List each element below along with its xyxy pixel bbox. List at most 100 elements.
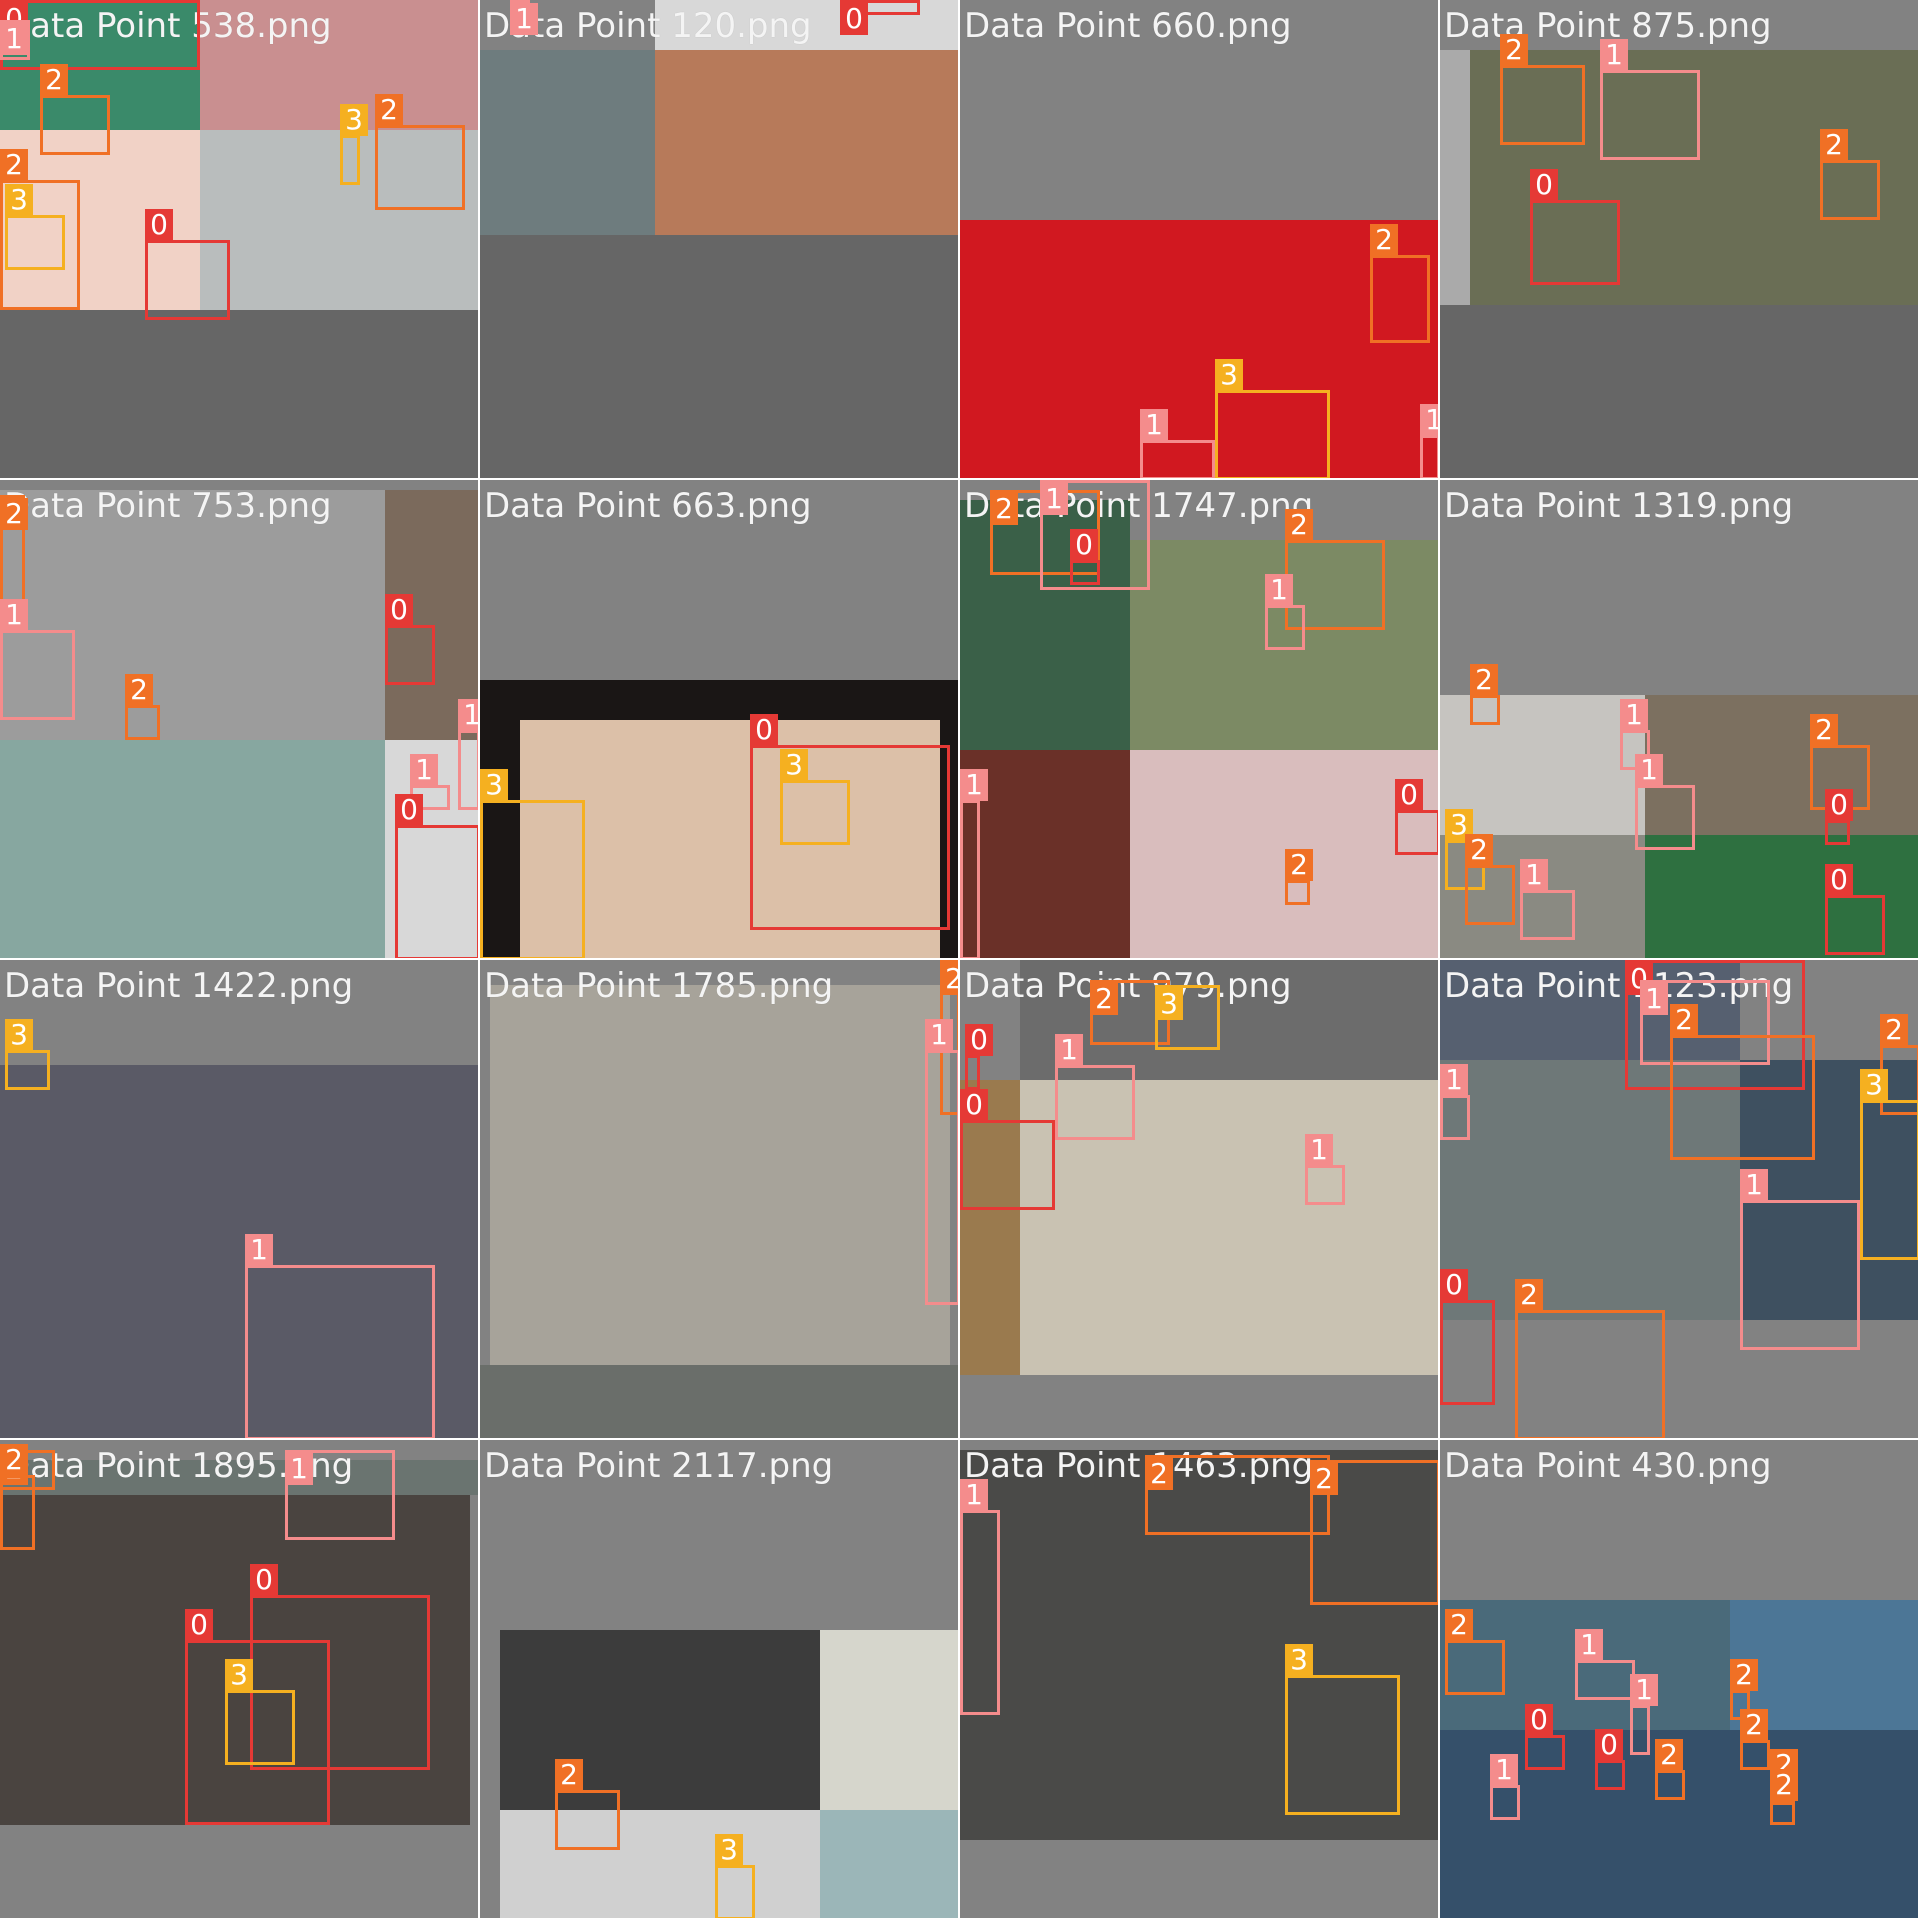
photo-region [1440, 1600, 1730, 1730]
class-id-tag: 0 [750, 714, 778, 746]
detection-box: 0 [1825, 864, 1885, 955]
class-id-tag: 0 [1530, 169, 1558, 201]
class-id-tag: 2 [1820, 129, 1848, 161]
photo-region [480, 1365, 958, 1438]
detection-box: 2 [0, 1444, 35, 1550]
detection-box: 3 [5, 184, 65, 270]
class-id-tag: 0 [250, 1564, 278, 1596]
detection-box: 2 [40, 64, 110, 155]
photo-region [1020, 960, 1438, 1080]
tile-filename-label: Data Point 1123.png [1444, 966, 1794, 1006]
detection-box: 0 [840, 0, 920, 35]
class-id-tag: 3 [340, 104, 368, 136]
detection-box: 2 [1515, 1279, 1665, 1438]
class-id-tag: 2 [375, 94, 403, 126]
detection-box: 0 [185, 1609, 330, 1825]
detection-box: 2 [1740, 1709, 1770, 1770]
class-id-tag: 1 [1740, 1169, 1768, 1201]
detection-box: 1 [245, 1234, 435, 1438]
mosaic-tile: Data Point 660.png 2 3 1 1 [960, 0, 1438, 478]
detection-box: 1 [1420, 404, 1438, 478]
detection-box: 0 [1530, 169, 1620, 285]
detection-box: 2 [555, 1759, 620, 1850]
detection-box: 0 [1625, 960, 1805, 1090]
photo-region [0, 490, 385, 740]
detection-box: 2 [1470, 664, 1500, 725]
detection-box: 2 [1500, 34, 1585, 145]
detection-box: 3 [1155, 985, 1220, 1050]
detection-box: 2 [1145, 1455, 1330, 1535]
tile-filename-label: Data Point 1422.png [4, 966, 354, 1006]
photo-region [820, 1630, 958, 1810]
class-id-tag: 2 [990, 493, 1018, 525]
detection-box: 1 [1040, 480, 1150, 590]
photo-region [960, 500, 1130, 750]
class-id-tag: 2 [1090, 983, 1118, 1015]
class-id-tag: 1 [1040, 483, 1068, 515]
class-id-tag: 2 [125, 674, 153, 706]
class-id-tag: 1 [1140, 409, 1168, 441]
detection-box: 2 [375, 94, 465, 210]
class-id-tag: 0 [840, 3, 868, 35]
detection-box: 1 [1620, 699, 1650, 770]
class-id-tag: 2 [1500, 34, 1528, 66]
detection-box: 0 [750, 714, 950, 930]
class-id-tag: 1 [0, 23, 28, 55]
class-id-tag: 2 [1145, 1458, 1173, 1490]
detection-box: 0 [1595, 1729, 1625, 1790]
class-id-tag: 2 [1740, 1709, 1768, 1741]
class-id-tag: 1 [1640, 983, 1668, 1015]
padding-region [480, 235, 958, 478]
detection-box: 1 [0, 599, 75, 720]
mosaic-tile: Data Point 1463.png 2 2 1 3 [960, 1440, 1438, 1918]
photo-region [0, 740, 385, 958]
detection-box: 3 [225, 1659, 295, 1765]
detection-box: 0 [0, 0, 200, 70]
class-id-tag: 0 [185, 1609, 213, 1641]
detection-box: 1 [1140, 409, 1215, 478]
detection-box: 2 [1445, 1609, 1505, 1695]
photo-region [960, 1080, 1438, 1375]
class-id-tag: 0 [1525, 1704, 1553, 1736]
photo-region [0, 1065, 478, 1438]
class-id-tag: 3 [1155, 988, 1183, 1020]
class-id-tag: 1 [960, 769, 988, 801]
mosaic-tile: Data Point 1785.png 2 1 [480, 960, 958, 1438]
class-id-tag: 3 [1860, 1069, 1888, 1101]
photo-region [1440, 1060, 1740, 1320]
detection-box: 1 [458, 699, 478, 810]
mosaic-tile: Data Point 753.png 2 1 2 0 1 1 0 [0, 480, 478, 958]
class-id-tag: 3 [480, 769, 508, 801]
detection-box: 1 [1520, 859, 1575, 940]
class-id-tag: 1 [1620, 699, 1648, 731]
class-id-tag: 0 [1395, 779, 1423, 811]
photo-region [960, 1080, 1020, 1375]
detection-box: 1 [1640, 980, 1770, 1065]
class-id-tag: 2 [555, 1759, 583, 1791]
class-id-tag: 1 [925, 1019, 953, 1051]
photo-region [200, 0, 478, 130]
detection-box: 2 [0, 495, 28, 605]
photo-region [1730, 1600, 1918, 1730]
detection-box: 1 [1440, 1064, 1470, 1140]
class-id-tag: 2 [1670, 1004, 1698, 1036]
photo-region [655, 50, 958, 235]
photo-region [655, 0, 958, 50]
detection-box: 0 [385, 594, 435, 685]
class-id-tag: 0 [1440, 1269, 1468, 1301]
detection-box: 3 [480, 769, 585, 958]
class-id-tag: 2 [0, 149, 28, 181]
detection-box: 0 [960, 1089, 1055, 1210]
class-id-tag: 2 [1655, 1739, 1683, 1771]
tile-filename-label: Data Point 1785.png [484, 966, 834, 1006]
detection-box: 2 [1465, 834, 1515, 925]
detection-box: 2 [1880, 1014, 1918, 1115]
detection-box: 1 [285, 1450, 395, 1540]
class-id-tag: 1 [410, 754, 438, 786]
mosaic-tile: Data Point 979.png 2 3 1 0 1 0 [960, 960, 1438, 1438]
detection-box: 1 [510, 0, 538, 35]
detection-box: 1 [1600, 39, 1700, 160]
class-id-tag: 1 [458, 699, 478, 731]
detection-box: 1 [1635, 754, 1695, 850]
detection-box: 2 [1810, 714, 1870, 810]
